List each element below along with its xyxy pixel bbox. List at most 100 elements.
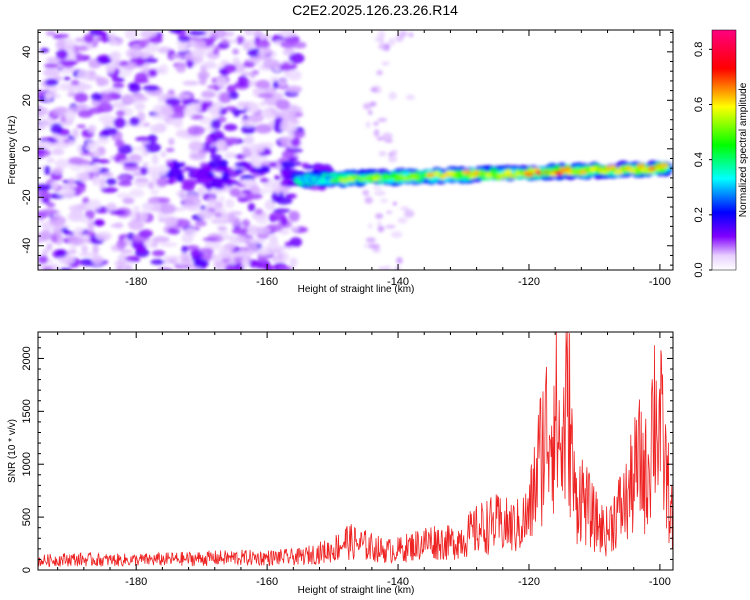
heatmap-noise-blob — [160, 106, 174, 117]
heatmap-noise-blob — [257, 232, 270, 240]
heatmap-noise-blob — [362, 189, 370, 196]
heatmap-noise-blob — [157, 212, 168, 221]
heatmap-noise-blob — [220, 38, 231, 45]
heatmap-x-axis-label: Height of straight line (km) — [298, 284, 415, 295]
heatmap-noise-blob — [259, 47, 272, 55]
heatmap-noise-blob — [288, 52, 305, 64]
heatmap-noise-blob — [388, 155, 397, 163]
heatmap-noise-blob — [378, 150, 387, 157]
heatmap-noise-blob — [60, 60, 79, 66]
heatmap-noise-blob — [55, 249, 67, 258]
heatmap-noise-blob — [147, 181, 155, 190]
heatmap-noise-blob — [165, 147, 175, 153]
heatmap-noise-blob — [124, 30, 138, 40]
heatmap-noise-blob — [254, 123, 273, 134]
heatmap-noise-blob — [177, 93, 192, 99]
heatmap-noise-blob — [208, 159, 224, 169]
heatmap-noise-blob — [242, 39, 253, 51]
heatmap-noise-blob — [202, 237, 219, 242]
heatmap-noise-blob — [272, 80, 279, 90]
heatmap-noise-blob — [368, 243, 381, 249]
heatmap-noise-blob — [211, 30, 227, 39]
heatmap-noise-blob — [176, 173, 185, 183]
heatmap-noise-blob — [110, 223, 124, 228]
heatmap-noise-blob — [43, 67, 60, 78]
heatmap-noise-blob — [151, 249, 166, 257]
heatmap-noise-blob — [157, 94, 166, 103]
heatmap-noise-blob — [365, 121, 371, 129]
heatmap-noise-blob — [286, 85, 303, 94]
colorbar-tick-label: 0.4 — [693, 152, 705, 167]
heatmap-noise-blob — [156, 177, 169, 187]
heatmap-noise-blob — [67, 157, 85, 165]
heatmap-noise-blob — [60, 115, 67, 123]
heatmap-noise-blob — [282, 48, 295, 56]
heatmap-y-tick-label: -20 — [21, 189, 33, 205]
heatmap-noise-blob — [229, 235, 247, 245]
heatmap-noise-blob — [52, 34, 63, 40]
heatmap-noise-blob — [55, 49, 69, 60]
heatmap-noise-blob — [259, 167, 271, 172]
heatmap-noise-blob — [249, 259, 258, 268]
heatmap-noise-blob — [132, 205, 141, 213]
heatmap-noise-blob — [199, 247, 213, 254]
heatmap-noise-blob — [152, 241, 159, 248]
heatmap-noise-blob — [72, 128, 79, 139]
heatmap-noise-blob — [93, 220, 105, 226]
heatmap-noise-blob — [276, 251, 290, 263]
heatmap-noise-blob — [91, 254, 104, 266]
heatmap-noise-blob — [97, 31, 108, 37]
heatmap-noise-blob — [372, 247, 381, 253]
heatmap-noise-blob — [195, 177, 211, 185]
heatmap-noise-blob — [204, 164, 212, 172]
heatmap-noise-blob — [175, 190, 186, 197]
heatmap-noise-blob — [87, 220, 95, 232]
heatmap-noise-blob — [113, 117, 126, 129]
heatmap-noise-blob — [79, 216, 90, 224]
heatmap-noise-blob — [115, 110, 126, 117]
heatmap-noise-blob — [79, 172, 88, 183]
heatmap-noise-blob — [264, 109, 272, 120]
heatmap-noise-blob — [206, 106, 220, 114]
heatmap-noise-blob — [279, 229, 290, 235]
heatmap-noise-blob — [250, 185, 261, 195]
heatmap-noise-blob — [223, 63, 237, 73]
heatmap-signal-blob — [390, 172, 399, 178]
heatmap-noise-blob — [78, 252, 96, 257]
heatmap-noise-blob — [259, 177, 269, 183]
heatmap-noise-blob — [38, 106, 49, 117]
heatmap-noise-blob — [147, 134, 158, 144]
heatmap-noise-blob — [112, 82, 125, 89]
heatmap-noise-blob — [280, 265, 293, 270]
heatmap-noise-blob — [81, 244, 88, 255]
heatmap-noise-blob — [38, 147, 47, 155]
heatmap-noise-blob — [92, 149, 100, 158]
heatmap-noise-blob — [388, 91, 397, 100]
heatmap-noise-blob — [143, 57, 158, 64]
heatmap-noise-blob — [160, 203, 177, 215]
heatmap-noise-blob — [50, 84, 58, 95]
heatmap-noise-blob — [362, 102, 372, 110]
heatmap-noise-blob — [300, 162, 310, 168]
heatmap-noise-blob — [74, 226, 85, 234]
heatmap-noise-blob — [205, 183, 213, 191]
heatmap-y-axis-label: Frequency (Hz) — [7, 116, 18, 185]
heatmap-noise-blob — [286, 38, 299, 44]
heatmap-noise-blob — [188, 30, 207, 36]
heatmap-noise-blob — [364, 196, 373, 204]
heatmap-signal-blob — [373, 172, 382, 178]
heatmap-noise-blob — [70, 79, 80, 86]
heatmap-noise-blob — [139, 30, 158, 39]
heatmap-noise-blob — [405, 94, 415, 101]
heatmap-noise-blob — [240, 178, 254, 186]
heatmap-noise-blob — [226, 84, 237, 94]
heatmap-noise-blob — [183, 227, 197, 238]
heatmap-noise-blob — [67, 249, 77, 255]
heatmap-noise-blob — [215, 139, 227, 151]
heatmap-noise-blob — [132, 146, 148, 151]
heatmap-noise-blob — [48, 94, 62, 99]
heatmap-noise-blob — [147, 198, 161, 204]
heatmap-noise-blob — [152, 236, 170, 243]
heatmap-noise-blob — [372, 186, 382, 190]
heatmap-noise-blob — [385, 224, 396, 229]
